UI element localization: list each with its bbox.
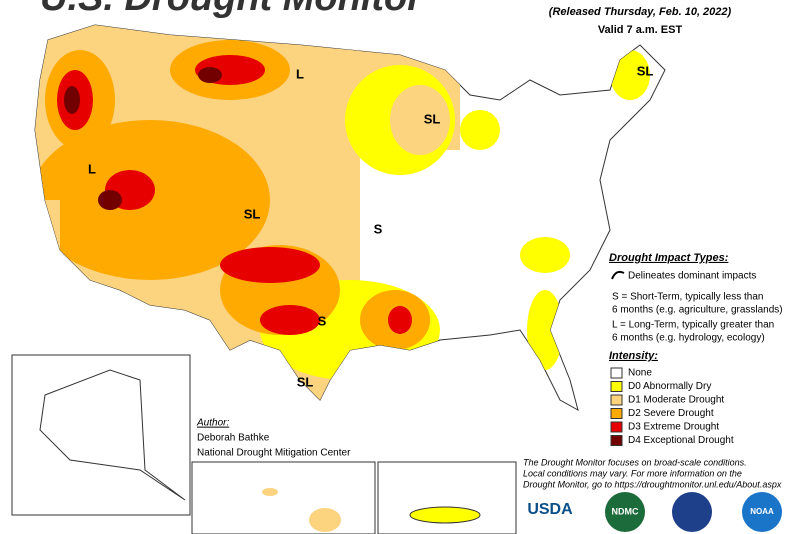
short-term: 6 months (e.g. agriculture, grasslands) [612,305,783,316]
author-heading: Author: [196,418,229,429]
legend-swatch [610,394,623,406]
legend-label: D3 Extreme Drought [628,422,719,433]
alaska-inset [11,354,191,516]
legend-label: D0 Abnormally Dry [628,381,711,392]
intensity-title: Intensity: [609,350,658,362]
valid: Valid 7 a.m. EST [598,24,683,36]
impact-label: SL [424,111,441,126]
impact-label: L [88,161,96,176]
legend-swatch [610,367,623,379]
hawaii-inset [191,461,376,534]
title: U.S. Drought Monitor [40,0,424,19]
long-term: L = Long-Term, typically greater than [612,320,774,331]
footnote: Drought Monitor, go to https://droughtmo… [523,479,782,489]
impact-label: S [318,313,327,328]
footnote: The Drought Monitor focuses on broad-sca… [523,457,747,467]
impact-label: SL [244,206,261,221]
logo-ndmc-bg [605,492,645,532]
long-term: 6 months (e.g. hydrology, ecology) [612,333,765,344]
logo-ndmc: NDMC [612,506,639,516]
impact-label: SL [637,63,654,78]
impact-label: SL [297,374,314,389]
legend-label: None [628,368,652,379]
footnote: Local conditions may vary. For more info… [523,468,742,478]
logo-noaa: NOAA [750,507,774,516]
author-org: National Drought Mitigation Center [197,448,351,459]
logo-noaa-bg [742,492,782,532]
pr-area [409,506,481,524]
author-name: Deborah Bathke [197,433,270,444]
impact-label: L [296,66,304,81]
hawaii-area [309,508,341,532]
intensity-legend: None D0 Abnormally Dry D1 Moderate Drought… [610,367,734,446]
impact-line: Delineates dominant impacts [628,271,756,282]
legend-swatch [610,408,623,419]
legend-label: D2 Severe Drought [628,408,714,419]
impact-label: S [374,221,383,236]
us-map [34,24,666,412]
legend-swatch [610,381,623,392]
released: (Released Thursday, Feb. 10, 2022) [549,6,732,18]
impact-title: Drought Impact Types: [609,252,729,264]
short-term: S = Short-Term, typically less than [612,292,763,303]
logo-usda: USDA [527,501,573,518]
logo-commerce [672,492,712,532]
legend-label: D1 Moderate Drought [628,395,724,406]
legend-label: D4 Exceptional Drought [628,435,734,446]
legend-swatch [610,421,623,433]
legend-swatch [610,435,623,446]
hawaii-area [262,488,278,496]
impact-line-icon [611,270,625,280]
